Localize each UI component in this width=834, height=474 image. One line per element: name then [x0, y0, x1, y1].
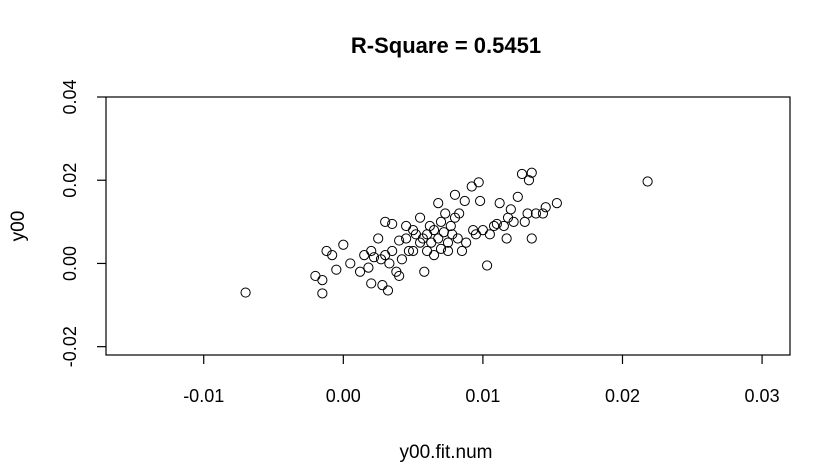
data-point — [442, 237, 454, 248]
data-point — [396, 254, 408, 265]
data-point — [526, 167, 537, 178]
data-point — [537, 208, 549, 219]
y-axis: -0.02 0.00 0.02 0.04 — [60, 79, 106, 367]
data-point — [387, 218, 398, 230]
data-point — [368, 252, 380, 263]
y-tick-label: 0.00 — [60, 246, 80, 281]
data-point — [428, 225, 440, 236]
data-point — [466, 181, 477, 192]
data-point — [498, 220, 509, 232]
data-point — [359, 250, 370, 261]
data-point — [401, 233, 412, 244]
data-point — [454, 208, 465, 219]
y-tick-label: -0.02 — [60, 326, 80, 367]
data-point — [338, 239, 349, 250]
data-point — [380, 216, 391, 227]
data-point — [475, 195, 486, 207]
data-point — [540, 202, 551, 213]
x-tick-label: -0.01 — [183, 386, 224, 406]
data-point — [240, 287, 251, 298]
data-point — [331, 264, 342, 275]
data-point — [384, 258, 395, 269]
data-point — [642, 176, 653, 187]
y-tick-label: 0.02 — [60, 163, 80, 198]
data-point — [551, 198, 562, 209]
data-point — [317, 288, 328, 299]
data-point — [522, 208, 533, 219]
data-point — [401, 220, 412, 232]
data-point — [366, 245, 377, 257]
data-point — [452, 233, 463, 244]
data-point — [394, 270, 405, 282]
data-point — [435, 216, 447, 227]
y-tick-label: 0.04 — [60, 79, 80, 114]
data-point — [394, 235, 405, 246]
x-tick-label: 0.03 — [745, 386, 780, 406]
data-point — [421, 245, 433, 257]
data-point — [512, 191, 523, 202]
x-axis: -0.01 0.00 0.01 0.02 0.03 — [183, 355, 780, 406]
data-point — [516, 168, 528, 180]
data-point — [345, 258, 356, 269]
data-point — [484, 229, 495, 240]
chart-title: R-Square = 0.5451 — [351, 33, 541, 58]
data-point — [519, 216, 530, 227]
data-point — [442, 245, 454, 257]
data-point — [449, 189, 461, 200]
data-point — [526, 233, 537, 244]
x-tick-label: 0.02 — [605, 386, 640, 406]
data-point — [488, 220, 500, 232]
data-point — [366, 278, 377, 289]
data-point — [445, 220, 456, 232]
data-point — [473, 177, 484, 188]
data-point — [327, 250, 338, 261]
data-point — [459, 195, 470, 207]
data-point — [530, 208, 542, 219]
data-point — [491, 218, 502, 230]
data-point — [501, 233, 512, 244]
data-point — [523, 175, 535, 186]
data-point — [317, 274, 328, 286]
data-point — [387, 245, 398, 257]
data-point — [363, 262, 374, 273]
data-point — [440, 208, 451, 219]
data-point — [481, 260, 493, 271]
data-point — [435, 243, 447, 254]
data-point — [310, 270, 321, 282]
data-point — [433, 198, 444, 209]
data-point — [433, 233, 444, 244]
data-point — [494, 198, 505, 209]
x-tick-label: 0.00 — [326, 386, 361, 406]
data-point — [382, 285, 394, 296]
x-axis-label: y00.fit.num — [400, 442, 493, 463]
data-point — [419, 266, 430, 277]
data-point — [428, 250, 440, 261]
data-points — [240, 167, 653, 299]
y-axis-label: y00 — [8, 211, 29, 242]
data-point — [354, 266, 366, 277]
data-point — [477, 225, 488, 236]
data-point — [456, 245, 468, 257]
x-tick-label: 0.01 — [465, 386, 500, 406]
data-point — [505, 204, 516, 215]
data-point — [508, 216, 519, 227]
data-point — [461, 237, 472, 248]
data-point — [373, 233, 384, 244]
data-point — [377, 279, 388, 291]
data-point — [426, 237, 437, 248]
data-point — [414, 212, 426, 223]
data-point — [408, 245, 419, 257]
plot-frame — [105, 96, 791, 356]
data-point — [403, 245, 415, 257]
